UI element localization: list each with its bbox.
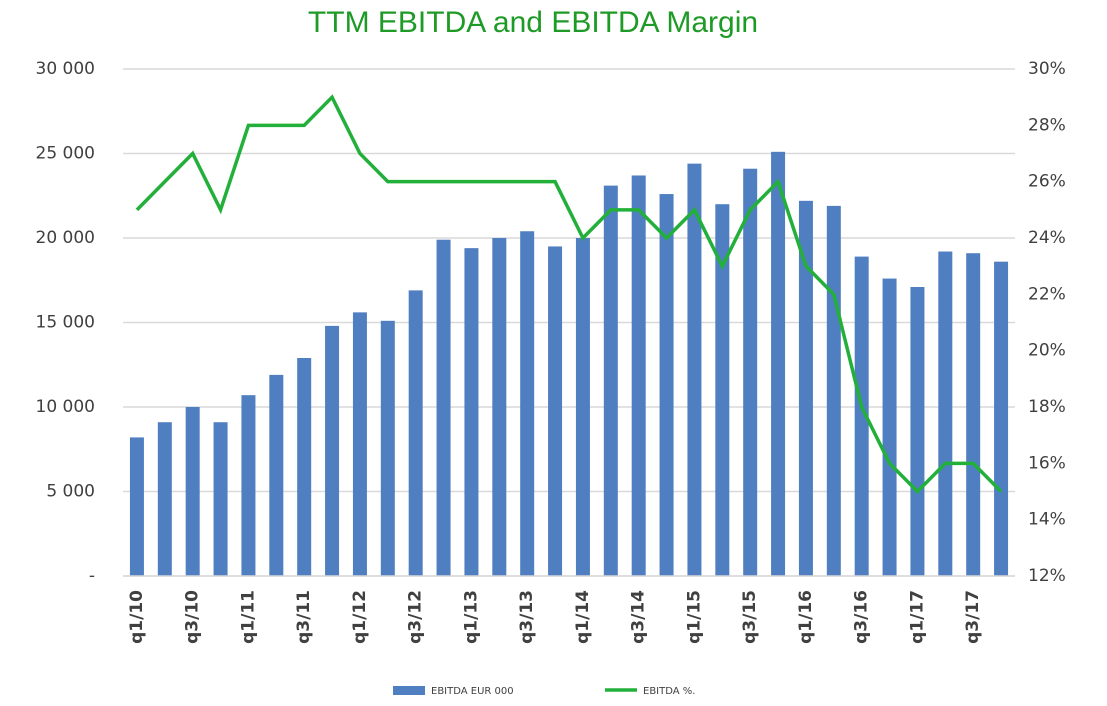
y-tick-label: 25 000: [36, 144, 95, 164]
legend-label: EBITDA EUR 000: [431, 686, 514, 697]
x-tick-label: q3/14: [629, 590, 649, 644]
x-tick-label: q1/13: [461, 590, 481, 644]
x-tick-label: q3/11: [294, 590, 314, 644]
y2-tick-label: 22%: [1028, 284, 1066, 304]
bar: [213, 422, 228, 576]
bar: [129, 437, 144, 576]
bar: [380, 320, 395, 576]
bar: [520, 231, 535, 577]
bar: [436, 239, 451, 576]
chart-title: TTM EBITDA and EBITDA Margin: [308, 6, 758, 39]
legend-swatch: [393, 686, 425, 695]
bar: [715, 204, 730, 576]
x-tick-label: q1/12: [350, 590, 370, 644]
bar: [659, 194, 674, 576]
x-tick-label: q1/11: [238, 590, 258, 644]
bar: [603, 185, 618, 577]
y-tick-label: -: [89, 566, 95, 586]
x-tick-label: q3/15: [740, 590, 760, 644]
bar: [185, 407, 200, 576]
bar: [771, 151, 786, 576]
x-tick-label: q1/15: [684, 590, 704, 644]
x-tick-label: q1/10: [127, 590, 147, 644]
bar: [241, 395, 256, 576]
bar: [994, 261, 1009, 576]
bar: [826, 205, 841, 576]
bar: [687, 163, 702, 576]
x-tick-label: q3/16: [852, 590, 872, 644]
x-tick-label: q3/10: [183, 590, 203, 644]
bar: [631, 175, 646, 576]
x-tick-label: q3/12: [406, 590, 426, 644]
x-tick-label: q1/14: [573, 590, 593, 644]
y2-tick-label: 14%: [1028, 510, 1066, 530]
bar: [938, 251, 953, 576]
y-tick-label: 15 000: [36, 313, 95, 333]
y-tick-label: 5 000: [46, 482, 95, 502]
y2-tick-label: 28%: [1028, 115, 1066, 135]
bar: [352, 312, 367, 576]
y2-tick-label: 26%: [1028, 172, 1066, 192]
bar: [910, 287, 925, 576]
bar: [798, 200, 813, 576]
bar: [548, 246, 563, 576]
x-tick-label: q1/16: [796, 590, 816, 644]
bar: [575, 238, 590, 576]
bar: [297, 357, 312, 576]
x-tick-label: q1/17: [907, 590, 927, 644]
y2-tick-label: 24%: [1028, 228, 1066, 248]
y-tick-label: 20 000: [36, 228, 95, 248]
x-tick-label: q3/17: [963, 590, 983, 644]
bar: [882, 278, 897, 576]
y2-tick-label: 30%: [1028, 59, 1066, 79]
bar: [492, 238, 507, 576]
legend-label: EBITDA %.: [643, 686, 695, 697]
bar: [269, 374, 284, 576]
bar: [966, 253, 981, 576]
bar: [157, 422, 172, 576]
y-tick-label: 30 000: [36, 59, 95, 79]
y2-tick-label: 16%: [1028, 453, 1066, 473]
x-tick-label: q3/13: [517, 590, 537, 644]
line: [135, 94, 1003, 494]
bar: [325, 325, 340, 576]
bar: [743, 168, 758, 576]
y2-tick-label: 12%: [1028, 566, 1066, 586]
bar: [854, 256, 869, 576]
y-tick-label: 10 000: [36, 397, 95, 417]
y2-tick-label: 18%: [1028, 397, 1066, 417]
bar: [408, 290, 423, 576]
bar: [464, 248, 479, 576]
y2-tick-label: 20%: [1028, 341, 1066, 361]
